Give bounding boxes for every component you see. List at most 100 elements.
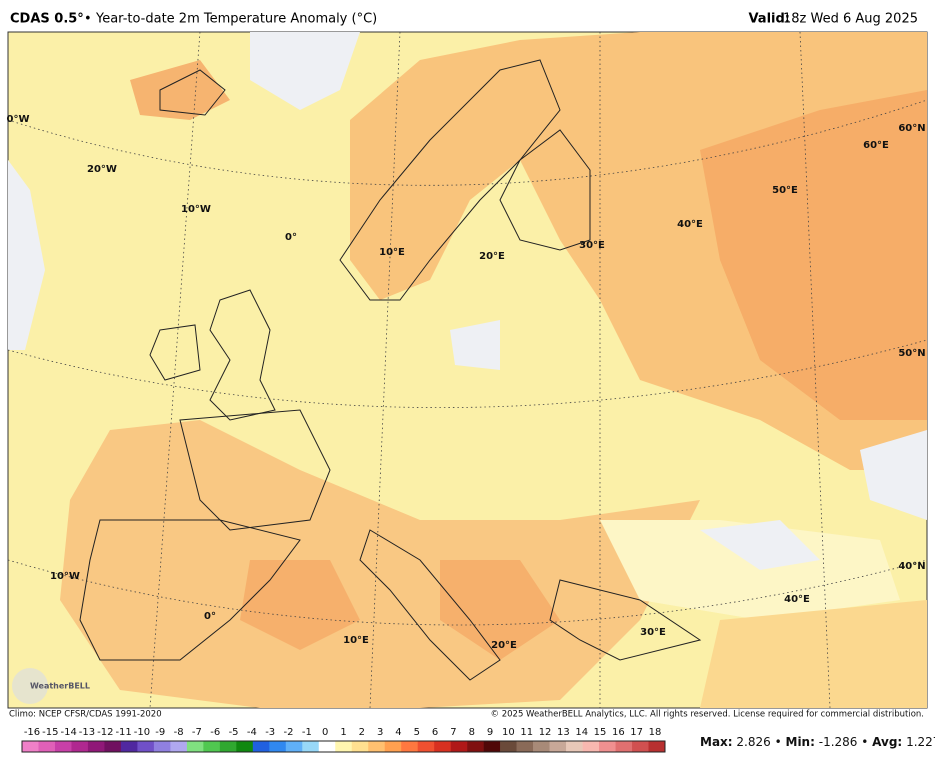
colorbar-swatch [401,741,418,752]
colorbar-label: 11 [520,727,533,738]
colorbar-label: 1 [340,727,346,738]
stats: Max: 2.826 • Min: -1.286 • Avg: 1.227 [700,735,935,749]
graticule-label: 20°E [491,640,517,651]
colorbar: -16 -15 -14 -13 -12 -11 -10 -9 -8 -7 -6 -5 -4 -3 -2 -1 0… [21,727,666,753]
colorbar-label: -14 [60,727,76,738]
colorbar-swatch [516,741,534,752]
colorbar-label: -7 [192,727,202,738]
colorbar-swatch [318,741,336,752]
graticule-label: 60°E [863,140,889,151]
graticule [8,32,927,708]
graticule-label: 50°N [898,348,925,359]
max-label: Max: [700,735,733,749]
anomaly-field [8,32,927,708]
graticule-label: 40°N [898,561,925,572]
colorbar-swatch [186,741,204,752]
colorbar-label: -4 [247,727,257,738]
colorbar-swatch [549,741,567,752]
colorbar-label: 7 [450,727,456,738]
colorbar-label: 0 [322,727,328,738]
colorbar-label: 2 [359,727,365,738]
warm-area [240,560,360,650]
graticule-labels: 0°W 20°W 10°W 0° 10°E 20°E 30°E 40°E 50°E 60°E 60°… [7,114,926,651]
colorbar-swatch [467,741,484,752]
colorbar-label: 8 [469,727,475,738]
colorbar-swatch [384,741,402,752]
colorbar-swatch [582,741,600,752]
colorbar-label: -15 [42,727,58,738]
title: CDAS 0.5° [10,12,84,27]
colorbar-swatch [170,741,188,752]
avg-value: 1.227 [906,735,935,749]
colorbar-label: 13 [557,727,570,738]
colorbar-swatch [285,741,303,752]
colorbar-label: 16 [612,727,625,738]
graticule-label: 0° [204,611,216,622]
copyright: © 2025 WeatherBELL Analytics, LLC. All r… [491,710,924,720]
cool-area [450,320,500,370]
min-value: -1.286 [819,735,858,749]
max-value: 2.826 [736,735,770,749]
coastlines [79,59,702,681]
graticule-label: 20°E [479,251,505,262]
colorbar-swatch [351,741,369,752]
colorbar-label: -13 [79,727,95,738]
avg-label: Avg: [872,735,902,749]
cool-area [8,160,45,350]
colorbar-swatch [599,741,616,752]
graticule-label: 10°E [379,247,405,258]
colorbar-label: -1 [302,727,312,738]
graticule-label: 30°E [579,240,605,251]
map: 0°W 20°W 10°W 0° 10°E 20°E 30°E 40°E 50°E 60°E 60°… [7,31,928,709]
colorbar-label: 10 [502,727,515,738]
logo: WeatherBELL [12,668,90,704]
subtitle: Year-to-date 2m Temperature Anomaly (°C) [95,12,377,27]
colorbar-swatch [566,741,583,752]
separator: • [84,12,92,27]
min-label: Min: [786,735,815,749]
colorbar-label: 9 [487,727,493,738]
valid-label: Valid: [748,12,790,27]
colorbar-swatch [632,741,649,752]
graticule-label: 20°W [87,164,117,175]
graticule-label: 10°E [343,635,369,646]
stats-line: Max: 2.826 • Min: -1.286 • Avg: 1.227 [700,735,935,749]
colorbar-label: 17 [630,727,643,738]
colorbar-label: -11 [115,727,131,738]
colorbar-frame [21,740,666,753]
colorbar-label: -10 [134,727,150,738]
warm-area [60,420,700,708]
colorbar-swatch [137,741,155,752]
colorbar-label: 12 [539,727,552,738]
colorbar-swatch [450,741,468,752]
colorbar-label: 18 [649,727,662,738]
graticule-label: 50°E [772,185,798,196]
graticule-label: 0°W [7,114,30,125]
logo-text: WeatherBELL [30,682,90,691]
colorbar-label: -5 [229,727,239,738]
graticule-label: 60°N [898,123,925,134]
colorbar-label: 5 [414,727,420,738]
colorbar-label: 4 [395,727,401,738]
cool-area [250,32,360,110]
colorbar-label: 15 [594,727,607,738]
graticule-label: 40°E [784,594,810,605]
colorbar-swatch [236,741,254,752]
colorbar-swatch [203,741,221,752]
colorbar-swatch [120,741,138,752]
colorbar-swatch [368,741,386,752]
colorbar-swatch [648,741,666,752]
colorbar-swatch [219,741,237,752]
colorbar-swatch [533,741,550,752]
warm-area [130,60,230,120]
colorbar-swatch [54,741,72,752]
colorbar-swatch [252,741,270,752]
colorbar-swatch [38,741,56,752]
colorbar-label: -16 [24,727,40,738]
colorbar-label: 14 [575,727,588,738]
colorbar-label: -6 [210,727,220,738]
colorbar-swatch [71,741,89,752]
colorbar-swatch [434,741,451,752]
